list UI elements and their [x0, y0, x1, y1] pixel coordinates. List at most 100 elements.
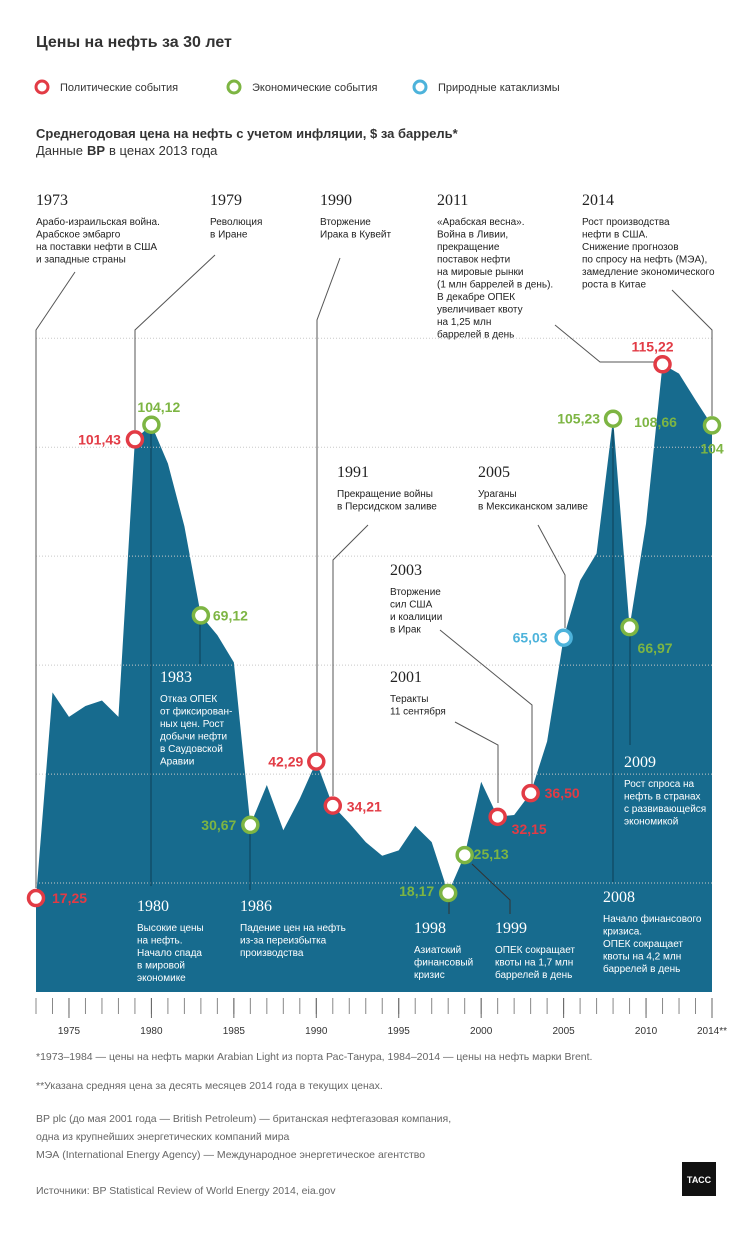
annotation-text: в мировой: [137, 961, 185, 972]
annotation-text: Ирака в Кувейт: [320, 230, 392, 241]
annotation-year: 2009: [624, 754, 656, 771]
x-tick-label: 2005: [552, 1026, 575, 1037]
event-marker: [142, 415, 161, 435]
legend-marker: [34, 79, 50, 95]
event-marker: [241, 815, 260, 835]
annotation-text: баррелей в день: [603, 963, 680, 975]
annotation-text: на нефть.: [137, 935, 183, 947]
subtitle-part: BP: [87, 143, 105, 158]
x-tick-label: 2010: [635, 1026, 658, 1037]
x-tick-label: 2014**: [697, 1026, 727, 1037]
annotation-text: Арабское эмбарго: [36, 229, 121, 241]
value-label: 30,67: [201, 817, 236, 833]
annotation-text: кризис: [414, 970, 445, 981]
annotation-text: финансовый: [414, 957, 473, 969]
annotation-text: поставок нефти: [437, 254, 510, 266]
footnote: BP plc (до мая 2001 года — British Petro…: [36, 1113, 451, 1125]
annotation-text: от фиксирован-: [160, 706, 232, 718]
footnote: *1973–1984 — цены на нефть марки Arabian…: [36, 1051, 592, 1063]
annotation-text: на 1,25 млн: [437, 317, 491, 328]
annotation-text: Отказ ОПЕК: [160, 694, 217, 705]
annotation-text: увеличивает квоту: [437, 305, 523, 316]
leader-line: [537, 524, 566, 628]
value-label: 115,22: [632, 338, 674, 354]
footnote: **Указана средняя цена за десять месяцев…: [36, 1080, 383, 1092]
annotation-text: (1 млн баррелей в день).: [437, 279, 553, 291]
value-label: 34,21: [347, 799, 382, 815]
annotation-text: Война в Ливии,: [437, 230, 508, 241]
value-label: 108,66: [634, 414, 677, 430]
annotation-text: прекращение: [437, 242, 500, 253]
subtitle: Среднегодовая цена на нефть с учетом инф…: [36, 126, 459, 141]
event-marker: [702, 416, 722, 435]
leader-line: [554, 324, 656, 363]
annotation-text: Начало финансового: [603, 913, 702, 925]
footnote: МЭА (International Energy Agency) — Межд…: [36, 1149, 425, 1161]
annotation-text: в Персидском заливе: [337, 502, 437, 513]
event-marker: [323, 796, 343, 815]
annotation-text: ОПЕК сокращает: [495, 945, 575, 956]
value-label: 42,29: [268, 754, 303, 770]
leader-line: [134, 254, 216, 430]
annotation-text: экономикой: [624, 817, 678, 828]
legend-marker: [412, 79, 428, 95]
value-label: 18,17: [399, 883, 434, 899]
value-label: 17,25: [52, 890, 87, 906]
value-label: 66,97: [638, 640, 673, 656]
event-marker: [488, 807, 507, 827]
annotation-text: на поставки нефти в США: [36, 241, 157, 253]
event-marker: [125, 430, 145, 449]
annotation-text: и коалиции: [390, 612, 442, 623]
annotation-text: на мировые рынки: [437, 267, 524, 278]
x-tick-label: 1975: [58, 1026, 81, 1037]
legend-label: Политические события: [60, 82, 178, 94]
x-tick-label: 2000: [470, 1026, 493, 1037]
value-label: 104,12: [137, 399, 180, 415]
value-label: 36,50: [545, 785, 580, 801]
annotation-text: «Арабская весна».: [437, 216, 525, 228]
annotation-text: кризиса.: [603, 927, 642, 938]
annotation-text: баррелей в день: [495, 969, 572, 981]
x-tick-label: 1985: [223, 1026, 246, 1037]
annotation-text: Ураганы: [478, 489, 517, 500]
value-label: 25,13: [474, 846, 509, 862]
annotation-text: по спросу на нефть (МЭА),: [582, 254, 707, 266]
event-marker: [521, 783, 540, 803]
annotation-text: экономике: [137, 973, 186, 984]
leader-line: [35, 271, 76, 888]
logo-box: [682, 1162, 716, 1196]
event-marker: [455, 845, 474, 865]
price-area: [36, 364, 712, 992]
annotation-text: нефти в США.: [582, 229, 648, 241]
annotation-text: ных цен. Рост: [160, 719, 225, 730]
annotation-text: Падение цен на нефть: [240, 922, 346, 934]
annotation-text: замедление экономического: [582, 267, 715, 278]
annotation-text: из-за переизбытка: [240, 935, 327, 947]
x-tick-label: 1995: [388, 1026, 411, 1037]
annotation-text: баррелей в день: [437, 329, 514, 341]
annotation-text: Прекращение войны: [337, 489, 433, 500]
annotation-year: 1973: [36, 192, 68, 209]
annotation-year: 1998: [414, 920, 446, 937]
value-label: 105,23: [557, 411, 600, 427]
legend-label: Экономические события: [252, 82, 377, 94]
annotation-text: Рост спроса на: [624, 779, 695, 790]
annotation-year: 2011: [437, 192, 468, 209]
leader-line: [671, 289, 713, 416]
annotation-text: Снижение прогнозов: [582, 242, 679, 253]
annotation-text: в Ирак: [390, 625, 421, 636]
annotation-year: 1990: [320, 192, 352, 209]
subtitle-part: в ценах 2013 года: [109, 143, 218, 158]
annotation-text: Высокие цены: [137, 923, 204, 934]
event-marker: [620, 617, 639, 637]
annotation-text: Теракты: [390, 694, 429, 705]
annotation-text: Арабо-израильская война.: [36, 216, 160, 228]
leader-line: [439, 629, 533, 784]
annotation-year: 1999: [495, 920, 527, 937]
annotation-text: в Мексиканском заливе: [478, 502, 588, 513]
value-label: 32,15: [512, 821, 547, 837]
legend-label: Природные катаклизмы: [438, 82, 560, 94]
annotation-text: производства: [240, 948, 304, 959]
annotation-text: и западные страны: [36, 255, 126, 266]
